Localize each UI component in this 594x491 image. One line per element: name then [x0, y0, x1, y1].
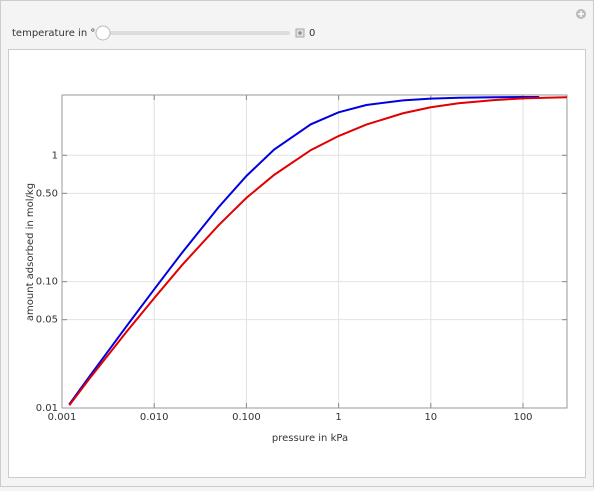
x-tick-label: 10 — [424, 412, 437, 423]
series-line — [68, 96, 540, 405]
series-line — [68, 96, 568, 406]
plot-frame — [61, 94, 568, 409]
x-tick-label: 100 — [513, 412, 532, 423]
x-tick-label: 0.010 — [140, 412, 169, 423]
y-tick-label: 0.50 — [36, 188, 58, 199]
slider-value: 0 — [309, 28, 315, 39]
y-tick-label: 1 — [52, 150, 58, 161]
x-tick-label: 0.100 — [232, 412, 261, 423]
slider-thumb[interactable] — [95, 25, 111, 41]
x-tick-label: 0.001 — [48, 412, 77, 423]
x-axis-label: pressure in kPa — [272, 433, 348, 444]
y-axis-label: amount adsorbed in mol/kg — [25, 183, 36, 321]
options-icon — [578, 11, 584, 17]
y-tick-label: 0.10 — [36, 277, 58, 288]
slider-track[interactable] — [95, 31, 290, 35]
x-tick-label: 1 — [335, 412, 341, 423]
slider-label: temperature in °C — [12, 28, 102, 39]
expand-icon — [298, 31, 302, 35]
plot-panel — [8, 49, 586, 478]
y-tick-label: 0.01 — [36, 403, 58, 414]
y-tick-label: 0.05 — [36, 315, 58, 326]
